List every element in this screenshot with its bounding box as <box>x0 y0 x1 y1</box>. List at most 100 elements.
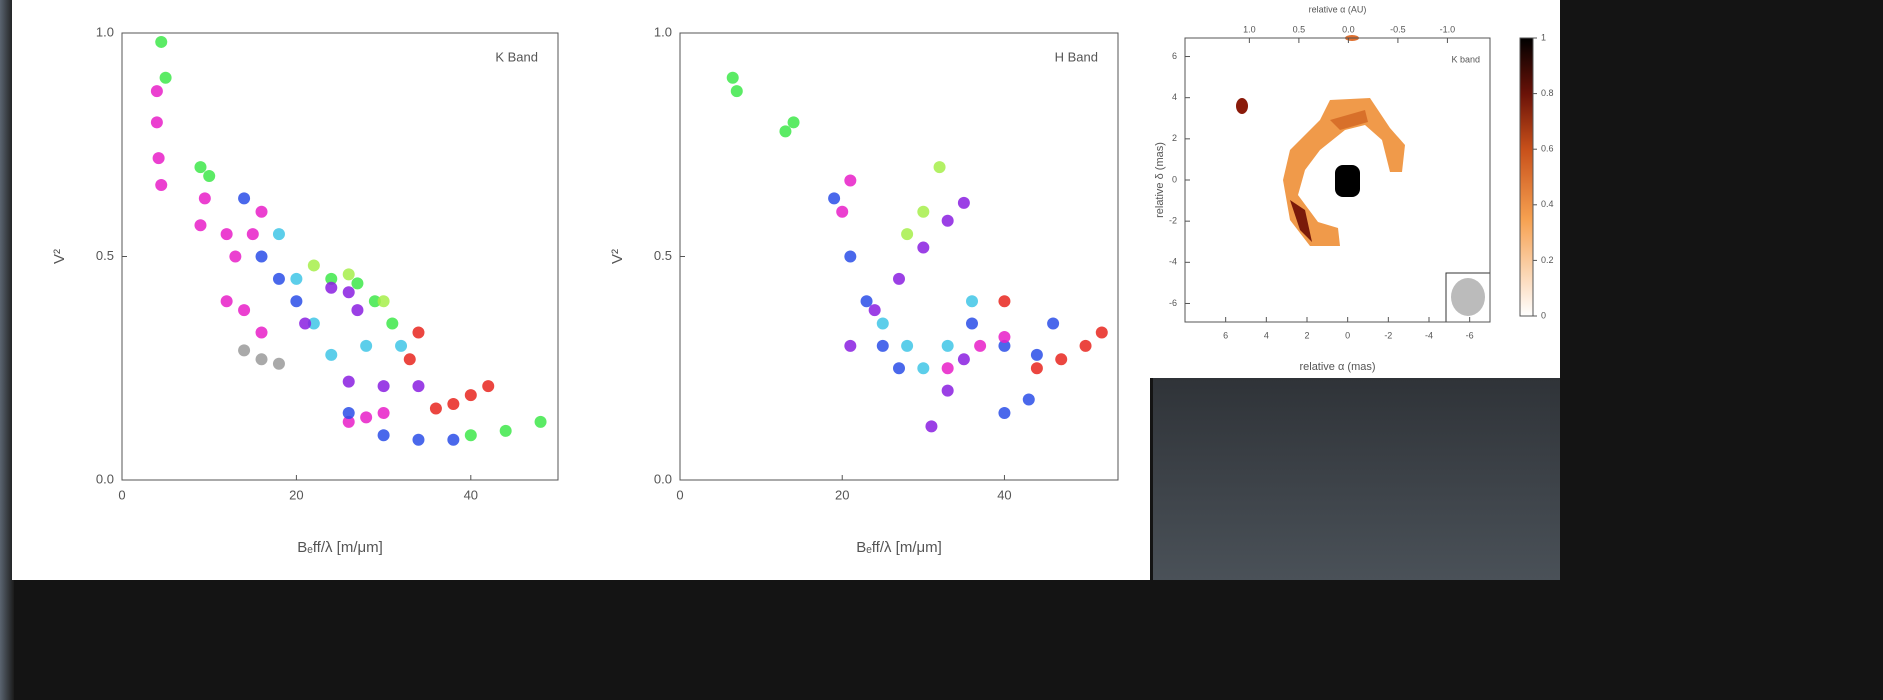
point <box>1080 340 1092 352</box>
band-label: K band <box>1451 54 1480 64</box>
x-tick-label: 40 <box>997 487 1011 502</box>
x-axis-label: Bₑff/λ [m/μm] <box>297 539 383 556</box>
point <box>256 206 268 218</box>
point <box>395 340 407 352</box>
point <box>290 295 302 307</box>
point <box>447 434 459 446</box>
point <box>535 416 547 428</box>
point <box>360 411 372 423</box>
point <box>194 161 206 173</box>
point <box>221 295 233 307</box>
x-tick-label: 2 <box>1304 330 1309 340</box>
point <box>378 380 390 392</box>
point <box>308 259 320 271</box>
beam <box>1451 278 1485 316</box>
point <box>901 228 913 240</box>
x2-tick-label: 1.0 <box>1243 24 1256 34</box>
x-tick-label: -4 <box>1425 330 1433 340</box>
colorbar-tick-label: 0.2 <box>1541 255 1554 265</box>
y-tick-label: 0.5 <box>654 248 672 263</box>
point <box>325 349 337 361</box>
point <box>1023 394 1035 406</box>
point <box>378 407 390 419</box>
y-axis-label: relative δ (mas) <box>1154 142 1166 218</box>
point <box>256 251 268 263</box>
point <box>1031 349 1043 361</box>
point <box>779 125 791 137</box>
point <box>942 340 954 352</box>
point <box>893 273 905 285</box>
y-tick-label: 4 <box>1172 92 1177 102</box>
point <box>727 72 739 84</box>
point <box>942 362 954 374</box>
point <box>273 273 285 285</box>
point <box>155 36 167 48</box>
x-tick-label: 4 <box>1264 330 1269 340</box>
x-tick-label: 20 <box>289 487 303 502</box>
point <box>194 219 206 231</box>
point <box>378 429 390 441</box>
x2-axis-label: relative α (AU) <box>1309 4 1367 14</box>
y-axis-label: V² <box>51 249 68 264</box>
x-tick-label: -2 <box>1384 330 1392 340</box>
slide: 020400.00.51.0K BandV²Bₑff/λ [m/μm]02040… <box>0 0 1883 700</box>
point <box>934 161 946 173</box>
point <box>299 318 311 330</box>
page: {"chart_data": [ {"type": "scatter", "an… <box>0 0 1883 700</box>
y-tick-label: 0.0 <box>654 471 672 486</box>
point <box>412 380 424 392</box>
point <box>160 72 172 84</box>
y-tick-label: 0.0 <box>96 471 114 486</box>
y-tick-label: -4 <box>1169 257 1177 267</box>
y-tick-label: 1.0 <box>96 24 114 39</box>
point <box>273 358 285 370</box>
point <box>155 179 167 191</box>
point <box>788 116 800 128</box>
point <box>925 420 937 432</box>
point <box>998 407 1010 419</box>
point <box>151 85 163 97</box>
y-tick-label: 1.0 <box>654 24 672 39</box>
point <box>465 389 477 401</box>
x2-tick-label: -1.0 <box>1440 24 1456 34</box>
edge-strip <box>0 0 14 700</box>
point <box>447 398 459 410</box>
point <box>901 340 913 352</box>
point <box>238 304 250 316</box>
point <box>836 206 848 218</box>
central-source <box>1335 165 1360 197</box>
y-axis-label: V² <box>609 249 626 264</box>
colorbar-tick-label: 0.8 <box>1541 88 1554 98</box>
point <box>325 282 337 294</box>
point <box>917 362 929 374</box>
point <box>942 385 954 397</box>
point <box>893 362 905 374</box>
x-axis-label: Bₑff/λ [m/μm] <box>856 539 942 556</box>
point <box>942 215 954 227</box>
point <box>917 206 929 218</box>
point <box>343 407 355 419</box>
point <box>482 380 494 392</box>
colorbar-tick-label: 0.6 <box>1541 144 1554 154</box>
point <box>351 304 363 316</box>
x-tick-label: 20 <box>835 487 849 502</box>
point <box>360 340 372 352</box>
x-tick-label: 6 <box>1223 330 1228 340</box>
x2-tick-label: -0.5 <box>1390 24 1406 34</box>
point <box>861 295 873 307</box>
point <box>1096 326 1108 338</box>
point <box>917 242 929 254</box>
colorbar-tick-label: 0 <box>1541 310 1546 320</box>
point <box>731 85 743 97</box>
x-tick-label: 0 <box>118 487 125 502</box>
point <box>500 425 512 437</box>
point <box>958 197 970 209</box>
colorbar-tick-label: 0.4 <box>1541 199 1554 209</box>
point <box>412 326 424 338</box>
point <box>343 268 355 280</box>
point <box>869 304 881 316</box>
y-tick-label: 6 <box>1172 51 1177 61</box>
point <box>958 353 970 365</box>
x-tick-label: 40 <box>464 487 478 502</box>
band-label: H Band <box>1055 49 1098 64</box>
